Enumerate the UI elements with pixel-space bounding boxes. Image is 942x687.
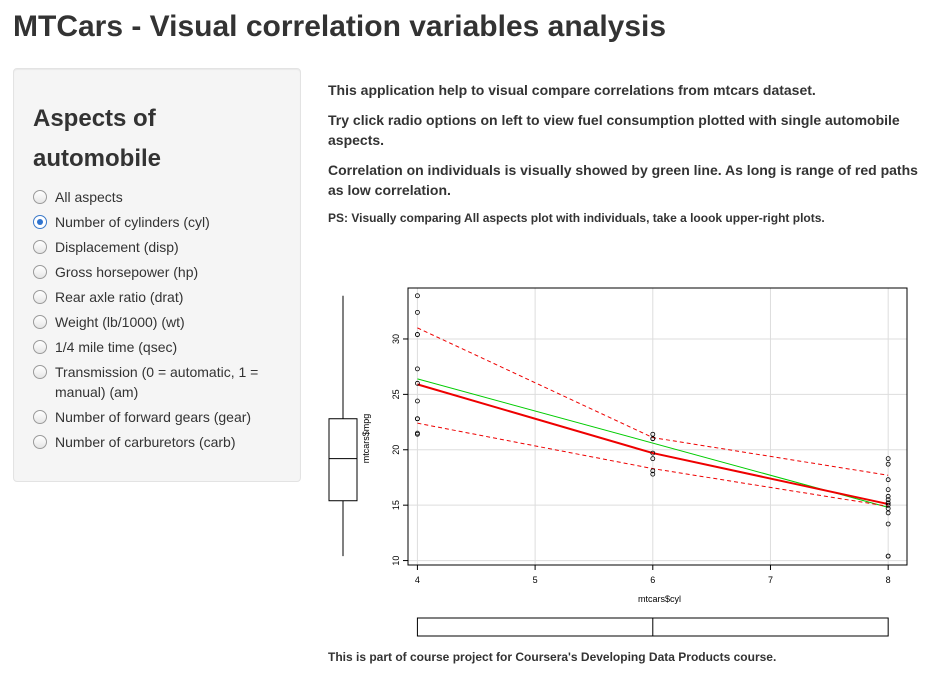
- data-point: [885, 493, 891, 499]
- data-point: [650, 450, 656, 456]
- main-panel: This application help to visual compare …: [328, 80, 928, 237]
- data-point: [415, 416, 420, 422]
- correlation-paragraph: Correlation on individuals is visually s…: [328, 162, 918, 198]
- radio-label: 1/4 mile time (qsec): [55, 339, 178, 355]
- plot-frame: [407, 287, 908, 566]
- scatter-plot: 4 5 6 7 8 10 15 20 25 30 mtcars$cyl mtcars$mpg: [328, 280, 928, 642]
- radio-label: Number of forward gears (gear): [55, 409, 252, 425]
- x-tick-label: 5: [533, 575, 538, 585]
- radio-button[interactable]: [33, 190, 47, 204]
- radio-label: Transmission (0 = automatic, 1 = manual)…: [55, 364, 259, 400]
- data-point: [415, 293, 420, 299]
- data-point: [415, 366, 420, 372]
- data-point: [885, 502, 891, 508]
- data-point: [650, 431, 656, 437]
- radio-button[interactable]: [33, 215, 47, 229]
- data-point: [650, 436, 656, 442]
- plot-canvas: 4 5 6 7 8 10 15 20 25 30 mtcars$cyl mtcars$mpg: [328, 287, 908, 637]
- radio-button[interactable]: [33, 365, 47, 379]
- data-point: [885, 521, 891, 527]
- footer-note: This is part of course project for Cours…: [328, 650, 777, 664]
- data-point: [415, 380, 420, 386]
- radio-option-drat[interactable]: Rear axle ratio (drat): [32, 287, 294, 307]
- y-tick-label: 15: [391, 500, 401, 510]
- radio-option-am[interactable]: Transmission (0 = automatic, 1 = manual)…: [32, 362, 294, 402]
- page-title: MTCars - Visual correlation variables an…: [13, 10, 667, 43]
- ps-note: PS: Visually comparing All aspects plot …: [328, 211, 825, 225]
- line-upper-band: [417, 327, 889, 476]
- sidebar-panel: Aspects of automobile All aspects Number…: [13, 68, 301, 482]
- boxplot-y-box: [328, 418, 358, 502]
- radio-option-wt[interactable]: Weight (lb/1000) (wt): [32, 312, 294, 332]
- data-point: [885, 477, 891, 483]
- radio-button[interactable]: [33, 340, 47, 354]
- x-axis-label: mtcars$cyl: [638, 594, 681, 604]
- data-point: [885, 500, 891, 506]
- data-point: [885, 506, 891, 511]
- radio-label: Number of carburetors (carb): [55, 434, 236, 450]
- data-point: [885, 553, 891, 559]
- radio-label: Displacement (disp): [55, 239, 179, 255]
- radio-option-all[interactable]: All aspects: [32, 187, 294, 207]
- aspect-radio-group: All aspects Number of cylinders (cyl) Di…: [32, 187, 294, 457]
- data-point: [885, 461, 891, 467]
- line-smooth: [417, 383, 889, 506]
- radio-option-qsec[interactable]: 1/4 mile time (qsec): [32, 337, 294, 357]
- data-point: [885, 487, 891, 493]
- radio-label: Number of cylinders (cyl): [55, 214, 210, 230]
- y-tick-label: 20: [391, 445, 401, 455]
- y-tick-label: 10: [391, 556, 401, 566]
- data-point: [650, 468, 656, 474]
- data-point: [415, 332, 420, 337]
- data-point: [885, 456, 891, 462]
- y-axis-label: mtcars$mpg: [361, 414, 371, 464]
- radio-button[interactable]: [33, 290, 47, 304]
- x-tick-label: 8: [886, 575, 891, 585]
- data-point: [885, 497, 891, 503]
- data-point: [415, 431, 420, 437]
- y-tick-label: 25: [391, 389, 401, 399]
- radio-label: Gross horsepower (hp): [55, 264, 199, 280]
- y-tick-label: 30: [391, 334, 401, 344]
- radio-option-cyl[interactable]: Number of cylinders (cyl): [32, 212, 294, 232]
- x-tick-label: 7: [768, 575, 773, 585]
- radio-label: All aspects: [55, 189, 123, 205]
- data-point: [650, 456, 656, 462]
- radio-button[interactable]: [33, 410, 47, 424]
- radio-button[interactable]: [33, 240, 47, 254]
- radio-label: Weight (lb/1000) (wt): [55, 314, 185, 330]
- instruction-paragraph: Try click radio options on left to view …: [328, 112, 900, 148]
- radio-button[interactable]: [33, 435, 47, 449]
- data-point: [415, 398, 420, 404]
- line-regression: [417, 378, 889, 508]
- data-point: [650, 471, 656, 477]
- radio-button[interactable]: [33, 315, 47, 329]
- radio-option-gear[interactable]: Number of forward gears (gear): [32, 407, 294, 427]
- data-point: [415, 309, 420, 315]
- data-point: [885, 510, 891, 516]
- radio-label: Rear axle ratio (drat): [55, 289, 184, 305]
- radio-option-carb[interactable]: Number of carburetors (carb): [32, 432, 294, 452]
- radio-option-disp[interactable]: Displacement (disp): [32, 237, 294, 257]
- radio-option-hp[interactable]: Gross horsepower (hp): [32, 262, 294, 282]
- radio-button[interactable]: [33, 265, 47, 279]
- intro-paragraph: This application help to visual compare …: [328, 82, 816, 98]
- x-tick-label: 6: [650, 575, 655, 585]
- x-tick-label: 4: [415, 575, 420, 585]
- sidebar-heading: Aspects of automobile: [33, 105, 162, 172]
